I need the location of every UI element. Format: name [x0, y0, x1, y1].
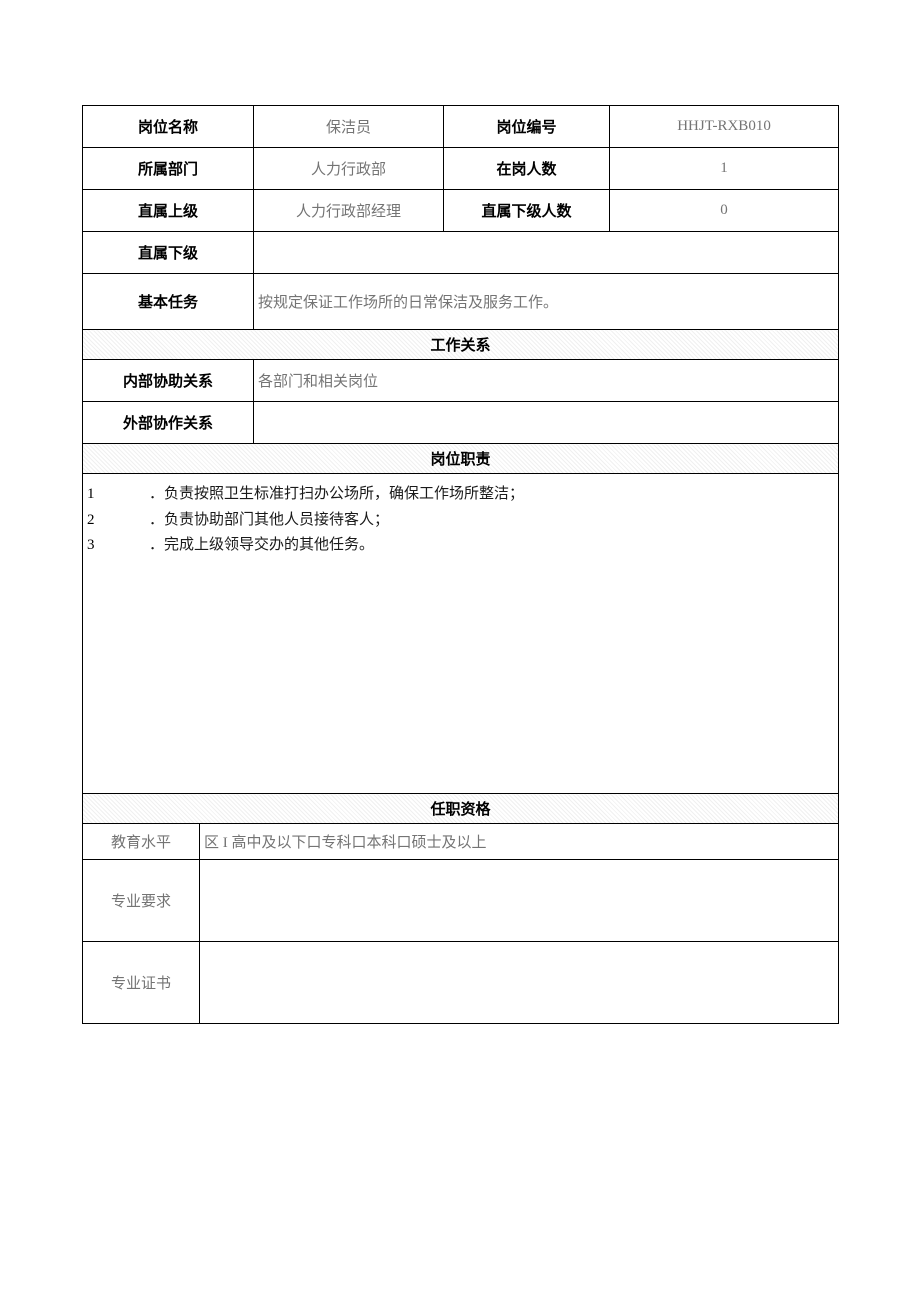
row-basic-task: 基本任务 按规定保证工作场所的日常保洁及服务工作。 — [83, 274, 839, 330]
label-position-name: 岗位名称 — [83, 106, 254, 148]
value-position-name: 保洁员 — [254, 106, 444, 148]
row-position: 岗位名称 保洁员 岗位编号 HHJT-RXB010 — [83, 106, 839, 148]
duty-number: 3 — [87, 533, 149, 559]
job-table: 岗位名称 保洁员 岗位编号 HHJT-RXB010 所属部门 人力行政部 在岗人… — [82, 105, 839, 1024]
row-major-req: 专业要求 — [83, 860, 839, 942]
row-duties-body: 1．负责按照卫生标准打扫办公场所，确保工作场所整洁；2．负责协助部门其他人员接待… — [83, 474, 839, 794]
label-certificate: 专业证书 — [83, 942, 200, 1024]
label-major-req: 专业要求 — [83, 860, 200, 942]
duty-number: 1 — [87, 482, 149, 508]
label-subordinate-count: 直属下级人数 — [444, 190, 610, 232]
section-duties: 岗位职责 — [83, 444, 839, 474]
value-subordinate-count: 0 — [610, 190, 839, 232]
label-external-relation: 外部协作关系 — [83, 402, 254, 444]
label-position-code: 岗位编号 — [444, 106, 610, 148]
section-qualifications: 任职资格 — [83, 794, 839, 824]
duty-item: 3．完成上级领导交办的其他任务。 — [87, 533, 834, 559]
row-qualifications-header: 任职资格 — [83, 794, 839, 824]
value-basic-task: 按规定保证工作场所的日常保洁及服务工作。 — [254, 274, 839, 330]
row-department: 所属部门 人力行政部 在岗人数 1 — [83, 148, 839, 190]
duty-item: 2．负责协助部门其他人员接待客人； — [87, 508, 834, 534]
row-supervisor: 直属上级 人力行政部经理 直属下级人数 0 — [83, 190, 839, 232]
duty-text: ．负责协助部门其他人员接待客人； — [149, 508, 389, 534]
value-certificate — [200, 942, 839, 1024]
row-subordinates: 直属下级 — [83, 232, 839, 274]
label-subordinates: 直属下级 — [83, 232, 254, 274]
value-department: 人力行政部 — [254, 148, 444, 190]
duty-number: 2 — [87, 508, 149, 534]
section-work-relations: 工作关系 — [83, 330, 839, 360]
value-supervisor: 人力行政部经理 — [254, 190, 444, 232]
value-major-req — [200, 860, 839, 942]
row-external-relation: 外部协作关系 — [83, 402, 839, 444]
value-subordinates — [254, 232, 839, 274]
label-headcount: 在岗人数 — [444, 148, 610, 190]
row-certificate: 专业证书 — [83, 942, 839, 1024]
label-education: 教育水平 — [83, 824, 200, 860]
label-department: 所属部门 — [83, 148, 254, 190]
value-position-code: HHJT-RXB010 — [610, 106, 839, 148]
label-internal-relation: 内部协助关系 — [83, 360, 254, 402]
duty-item: 1．负责按照卫生标准打扫办公场所，确保工作场所整洁； — [87, 482, 834, 508]
label-supervisor: 直属上级 — [83, 190, 254, 232]
duty-text: ．负责按照卫生标准打扫办公场所，确保工作场所整洁； — [149, 482, 524, 508]
row-education: 教育水平 区 I 高中及以下口专科口本科口硕士及以上 — [83, 824, 839, 860]
job-description-form: 岗位名称 保洁员 岗位编号 HHJT-RXB010 所属部门 人力行政部 在岗人… — [0, 0, 920, 1124]
value-headcount: 1 — [610, 148, 839, 190]
value-internal-relation: 各部门和相关岗位 — [254, 360, 839, 402]
row-duties-header: 岗位职责 — [83, 444, 839, 474]
value-external-relation — [254, 402, 839, 444]
duties-content: 1．负责按照卫生标准打扫办公场所，确保工作场所整洁；2．负责协助部门其他人员接待… — [83, 474, 839, 794]
value-education: 区 I 高中及以下口专科口本科口硕士及以上 — [200, 824, 839, 860]
duty-text: ．完成上级领导交办的其他任务。 — [149, 533, 374, 559]
row-internal-relation: 内部协助关系 各部门和相关岗位 — [83, 360, 839, 402]
label-basic-task: 基本任务 — [83, 274, 254, 330]
row-work-relations-header: 工作关系 — [83, 330, 839, 360]
